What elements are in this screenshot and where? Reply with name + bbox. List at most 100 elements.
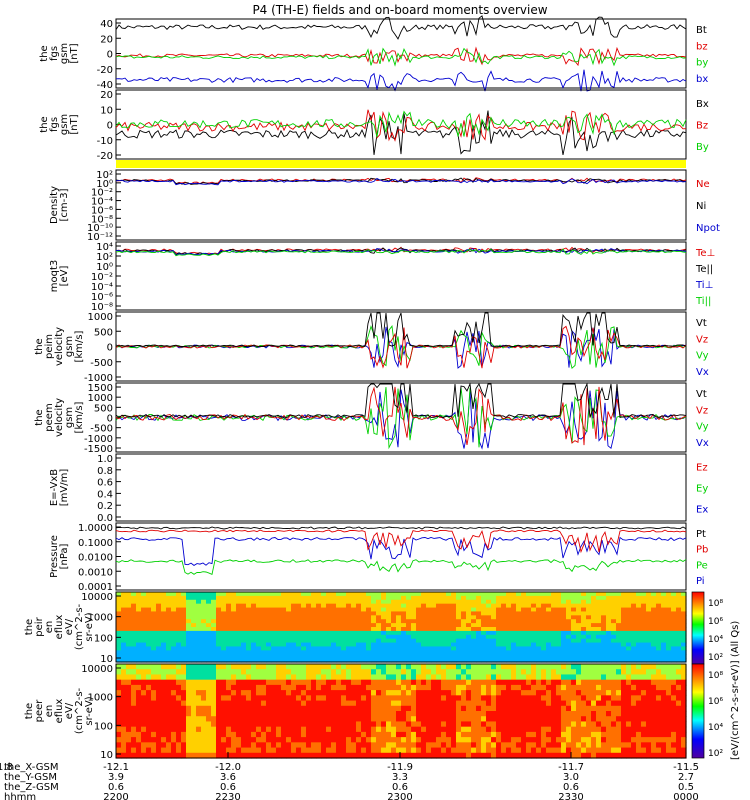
heatmap-cell bbox=[541, 595, 547, 601]
heatmap-cell bbox=[246, 619, 252, 624]
legend-label: Pb bbox=[696, 545, 708, 556]
heatmap-cell bbox=[476, 737, 482, 743]
heatmap-cell bbox=[531, 592, 537, 597]
heatmap-cell bbox=[586, 721, 592, 728]
heatmap-cell bbox=[366, 684, 372, 691]
heatmap-cell bbox=[676, 642, 682, 648]
heatmap-cell bbox=[311, 630, 317, 636]
heatmap-cell bbox=[641, 742, 647, 749]
heatmap-cell bbox=[486, 627, 492, 632]
heatmap-cell bbox=[221, 634, 227, 640]
heatmap-cell bbox=[351, 654, 357, 659]
heatmap-cell bbox=[156, 742, 162, 749]
heatmap-cell bbox=[666, 599, 672, 605]
heatmap-cell bbox=[661, 690, 667, 696]
heatmap-cell bbox=[601, 595, 607, 601]
heatmap-cell bbox=[581, 674, 587, 681]
heatmap-cell bbox=[141, 721, 147, 728]
heatmap-cell bbox=[251, 623, 257, 628]
heatmap-cell bbox=[341, 611, 347, 616]
heatmap-cell bbox=[666, 638, 672, 644]
heatmap-cell bbox=[571, 674, 577, 681]
heatmap-cell bbox=[216, 654, 222, 659]
heatmap-cell bbox=[341, 658, 347, 663]
heatmap-cell bbox=[171, 627, 177, 632]
heatmap-cell bbox=[531, 674, 537, 681]
heatmap-cell bbox=[371, 731, 377, 738]
heatmap-cell bbox=[636, 615, 642, 620]
heatmap-cell bbox=[131, 650, 137, 655]
heatmap-cell bbox=[541, 747, 547, 754]
heatmap-cell bbox=[581, 634, 587, 640]
heatmap-cell bbox=[381, 615, 387, 620]
heatmap-cell bbox=[466, 726, 472, 733]
heatmap-cell bbox=[346, 650, 352, 655]
heatmap-cell bbox=[521, 700, 527, 707]
heatmap-cell bbox=[271, 650, 277, 655]
heatmap-cell bbox=[211, 607, 217, 613]
heatmap-cell bbox=[551, 690, 557, 696]
heatmap-cell bbox=[631, 742, 637, 749]
heatmap-cell bbox=[281, 638, 287, 644]
heatmap-cell bbox=[506, 595, 512, 601]
heatmap-cell bbox=[281, 658, 287, 663]
heatmap-cell bbox=[411, 642, 417, 648]
heatmap-cell bbox=[451, 592, 457, 597]
heatmap-cell bbox=[406, 627, 412, 632]
heatmap-cell bbox=[656, 599, 662, 605]
heatmap-cell bbox=[411, 716, 417, 723]
heatmap-cell bbox=[571, 742, 577, 749]
heatmap-cell bbox=[266, 634, 272, 640]
heatmap-cell bbox=[121, 592, 127, 597]
heatmap-cell bbox=[591, 592, 597, 597]
heatmap-cell bbox=[116, 654, 122, 659]
heatmap-cell bbox=[251, 711, 257, 717]
ephemeris-value: 2230 bbox=[215, 792, 240, 800]
heatmap-cell bbox=[241, 747, 247, 754]
y-tick-label: 1.0000 bbox=[78, 523, 113, 534]
heatmap-cell bbox=[526, 731, 532, 738]
heatmap-cell bbox=[396, 599, 402, 605]
heatmap-cell bbox=[271, 695, 277, 702]
heatmap-cell bbox=[671, 658, 677, 663]
heatmap-cell bbox=[476, 674, 482, 681]
heatmap-cell bbox=[301, 674, 307, 681]
heatmap-cell bbox=[451, 630, 457, 636]
heatmap-cell bbox=[546, 747, 552, 754]
heatmap-cell bbox=[561, 700, 567, 707]
heatmap-cell bbox=[446, 664, 452, 670]
heatmap-cell bbox=[236, 700, 242, 707]
heatmap-cell bbox=[561, 695, 567, 702]
heatmap-cell bbox=[241, 642, 247, 648]
heatmap-cell bbox=[391, 752, 397, 759]
heatmap-cell bbox=[326, 690, 332, 696]
heatmap-cell bbox=[636, 674, 642, 681]
heatmap-cell bbox=[471, 654, 477, 659]
heatmap-cell bbox=[481, 634, 487, 640]
heatmap-cell bbox=[621, 721, 627, 728]
heatmap-cell bbox=[316, 752, 322, 759]
heatmap-cell bbox=[281, 674, 287, 681]
heatmap-cell bbox=[391, 650, 397, 655]
heatmap-cell bbox=[171, 650, 177, 655]
heatmap-cell bbox=[146, 619, 152, 624]
heatmap-cell bbox=[281, 684, 287, 691]
heatmap-cell bbox=[576, 650, 582, 655]
heatmap-cell bbox=[666, 607, 672, 613]
heatmap-cell bbox=[381, 611, 387, 616]
heatmap-cell bbox=[591, 630, 597, 636]
heatmap-cell bbox=[166, 737, 172, 743]
heatmap-cell bbox=[136, 747, 142, 754]
heatmap-cell bbox=[231, 607, 237, 613]
heatmap-cell bbox=[681, 615, 687, 620]
heatmap-cell bbox=[496, 664, 502, 670]
heatmap-cell bbox=[281, 650, 287, 655]
heatmap-cell bbox=[481, 603, 487, 609]
heatmap-cell bbox=[371, 700, 377, 707]
heatmap-cell bbox=[331, 731, 337, 738]
heatmap-cell bbox=[501, 634, 507, 640]
heatmap-cell bbox=[551, 650, 557, 655]
heatmap-cell bbox=[441, 731, 447, 738]
heatmap-cell bbox=[426, 669, 432, 676]
heatmap-cell bbox=[151, 654, 157, 659]
